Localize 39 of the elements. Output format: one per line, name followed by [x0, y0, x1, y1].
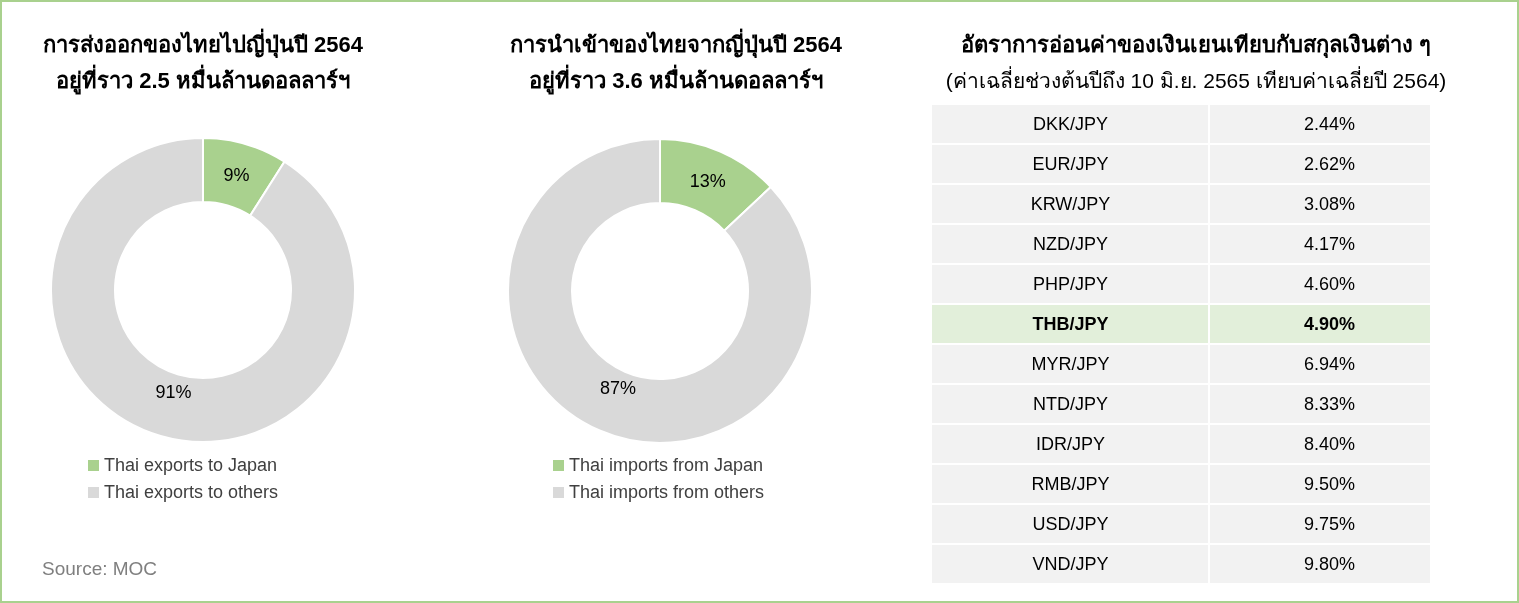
- text: 4.17%: [1303, 234, 1356, 254]
- text: 4.60%: [1303, 274, 1356, 294]
- text: 2.44%: [1303, 114, 1356, 134]
- text: 9.75%: [1303, 514, 1356, 534]
- chart-title: การส่งออกของไทยไปญี่ปุ่นปี 2564: [42, 28, 364, 59]
- category-label: MYR/JPY: [1031, 354, 1110, 374]
- data-label: 13%: [689, 170, 726, 191]
- category-label: EUR/JPY: [1032, 154, 1109, 174]
- category-label: NTD/JPY: [1032, 394, 1109, 414]
- text: 8.40%: [1303, 434, 1356, 454]
- text: อัตราการอ่อนค่าของเงินเยนเทียบกับสกุลเงินต่าง ๆ: [960, 32, 1432, 59]
- category-label: PHP/JPY: [1032, 274, 1109, 294]
- data-label: 87%: [599, 378, 636, 399]
- category-label: USD/JPY: [1032, 514, 1109, 534]
- chart-subtitle: อยู่ที่ราว 3.6 หมื่นล้านดอลลาร์ฯ: [529, 64, 823, 95]
- category-label: NZD/JPY: [1032, 234, 1109, 254]
- legend-label: Thai imports from Japan: [569, 455, 764, 475]
- category-label: KRW/JPY: [1030, 194, 1111, 214]
- category-label: THB/JPY: [1032, 314, 1109, 334]
- text: 9.50%: [1303, 474, 1356, 494]
- source-note: Source: MOC: [42, 558, 158, 579]
- category-label: IDR/JPY: [1035, 434, 1106, 454]
- text: 2.62%: [1303, 154, 1356, 174]
- text: (ค่าเฉลี่ยช่วงต้นปีถึง 10 มิ.ย. 2565 เทียบค่าเฉลี่ยปี 2564): [945, 66, 1447, 92]
- legend-label: Thai exports to others: [104, 482, 279, 502]
- text: 4.90%: [1303, 314, 1356, 334]
- text: 9.80%: [1303, 554, 1356, 574]
- category-label: DKK/JPY: [1032, 114, 1109, 134]
- category-label: RMB/JPY: [1031, 474, 1110, 494]
- chart-subtitle: อยู่ที่ราว 2.5 หมื่นล้านดอลลาร์ฯ: [56, 64, 350, 95]
- text: 8.33%: [1303, 394, 1356, 414]
- text: 6.94%: [1303, 354, 1356, 374]
- text: 3.08%: [1303, 194, 1356, 214]
- category-label: VND/JPY: [1032, 554, 1109, 574]
- data-label: 9%: [223, 164, 250, 185]
- data-label: 91%: [155, 381, 192, 402]
- legend-label: Thai imports from others: [569, 482, 765, 502]
- chart-title: การนำเข้าของไทยจากญี่ปุ่นปี 2564: [509, 28, 843, 59]
- legend-label: Thai exports to Japan: [104, 455, 278, 475]
